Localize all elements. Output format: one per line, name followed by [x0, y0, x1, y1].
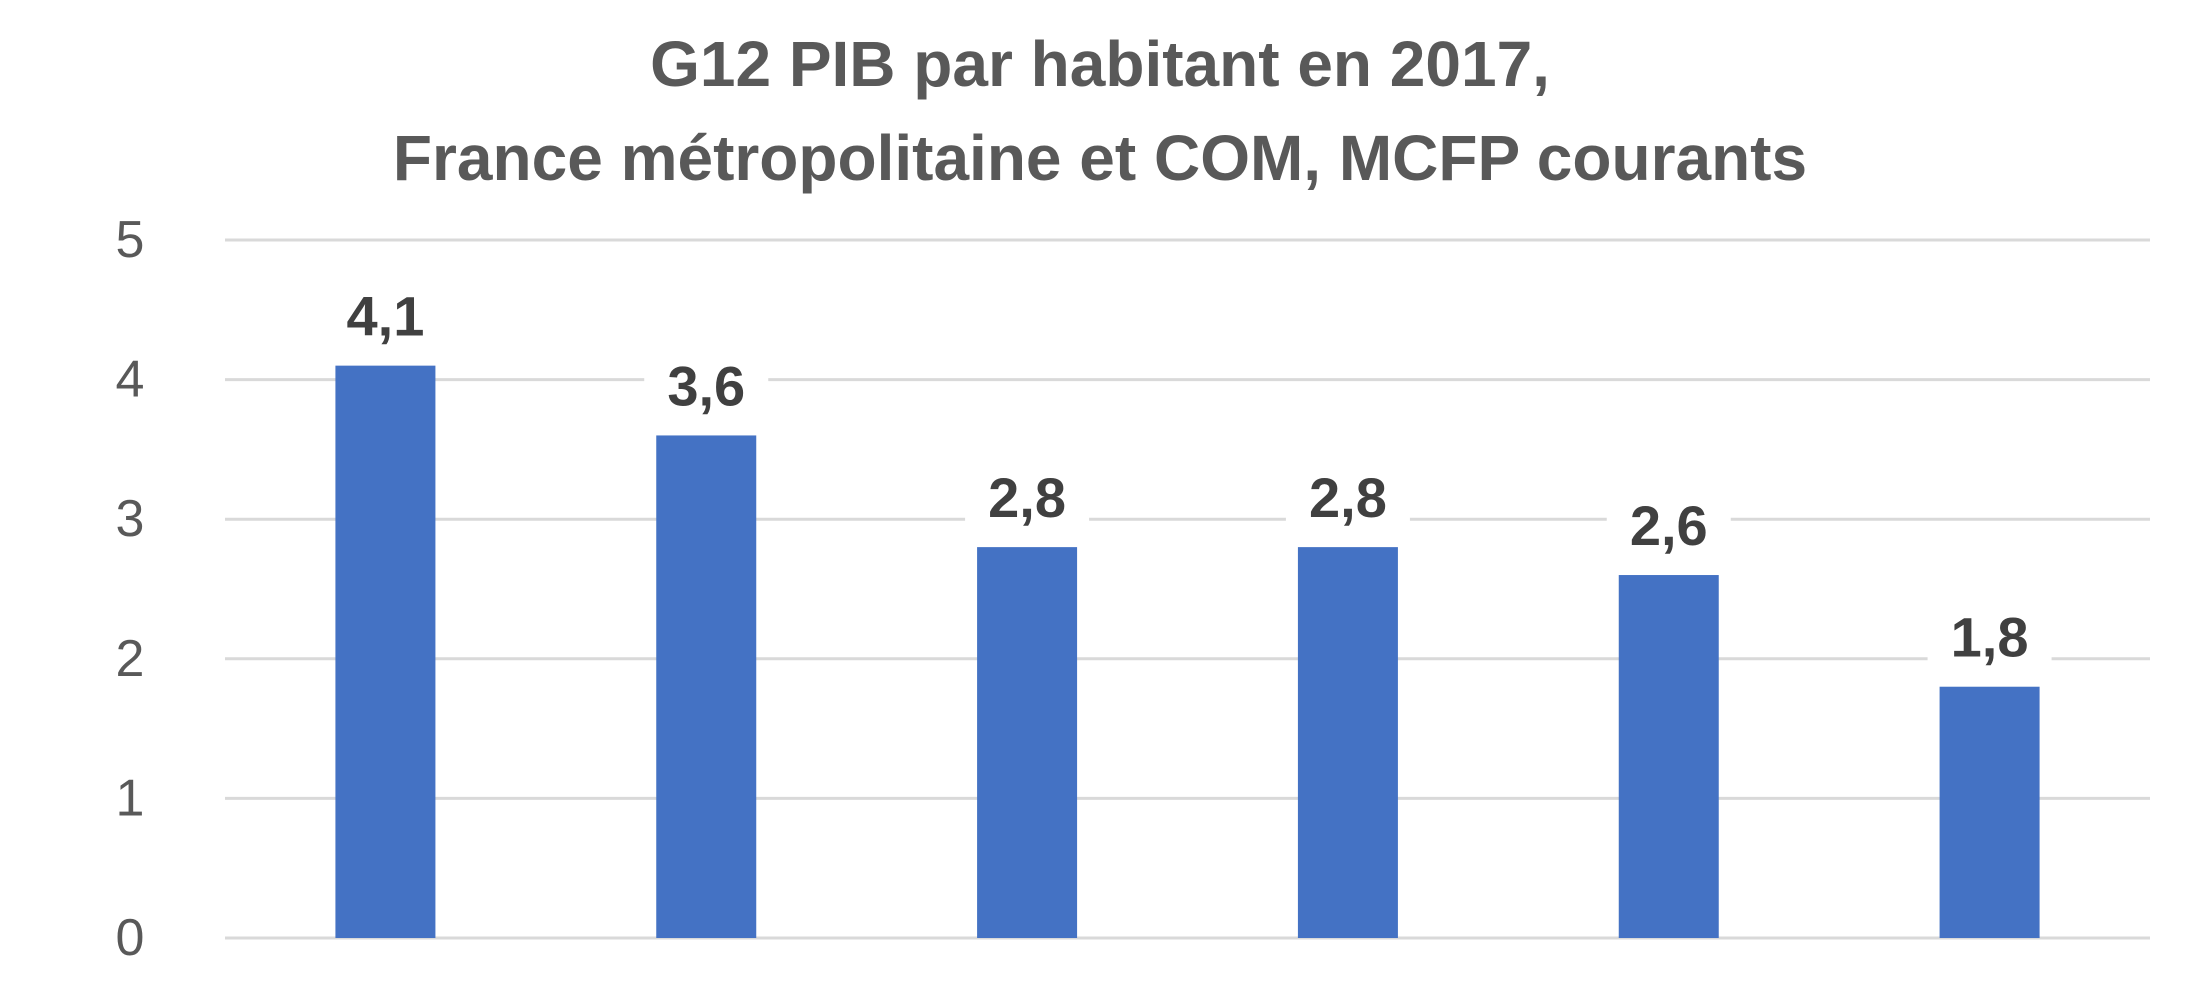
y-axis-ticks: 0 1 2 3 4 5 — [116, 211, 145, 967]
bar-value-label: 2,6 — [1630, 494, 1708, 557]
chart-title-line-1: G12 PIB par habitant en 2017, — [650, 28, 1550, 100]
data-labels: 4,1 3,6 2,8 2,8 2,6 1,8 — [323, 283, 2052, 669]
bar-value-label: 2,8 — [1309, 466, 1387, 529]
y-tick-label: 2 — [116, 630, 145, 688]
bar-value-label: 2,8 — [988, 466, 1066, 529]
y-tick-label: 4 — [116, 351, 145, 409]
y-tick-label: 1 — [116, 769, 145, 827]
chart-title-line-2: France métropolitaine et COM, MCFP coura… — [392, 122, 1808, 194]
data-label-background — [1927, 604, 2052, 669]
bars — [335, 365, 2040, 938]
data-label-background — [323, 283, 448, 348]
gridlines — [225, 238, 2150, 940]
bar — [1297, 547, 1398, 938]
data-label-background — [965, 465, 1090, 530]
data-label-background — [1606, 493, 1731, 558]
bar — [1939, 686, 2040, 938]
bar-value-label: 1,8 — [1951, 606, 2029, 669]
data-label-background — [644, 353, 769, 418]
bar-value-label: 3,6 — [667, 354, 745, 417]
bar-value-label: 4,1 — [346, 285, 424, 348]
bar — [656, 435, 757, 938]
y-tick-label: 5 — [116, 211, 145, 269]
y-tick-label: 3 — [116, 490, 145, 548]
data-label-background — [1285, 465, 1410, 530]
bar — [1618, 575, 1719, 938]
bar — [335, 365, 436, 938]
bar — [977, 547, 1078, 938]
y-tick-label: 0 — [116, 909, 145, 967]
